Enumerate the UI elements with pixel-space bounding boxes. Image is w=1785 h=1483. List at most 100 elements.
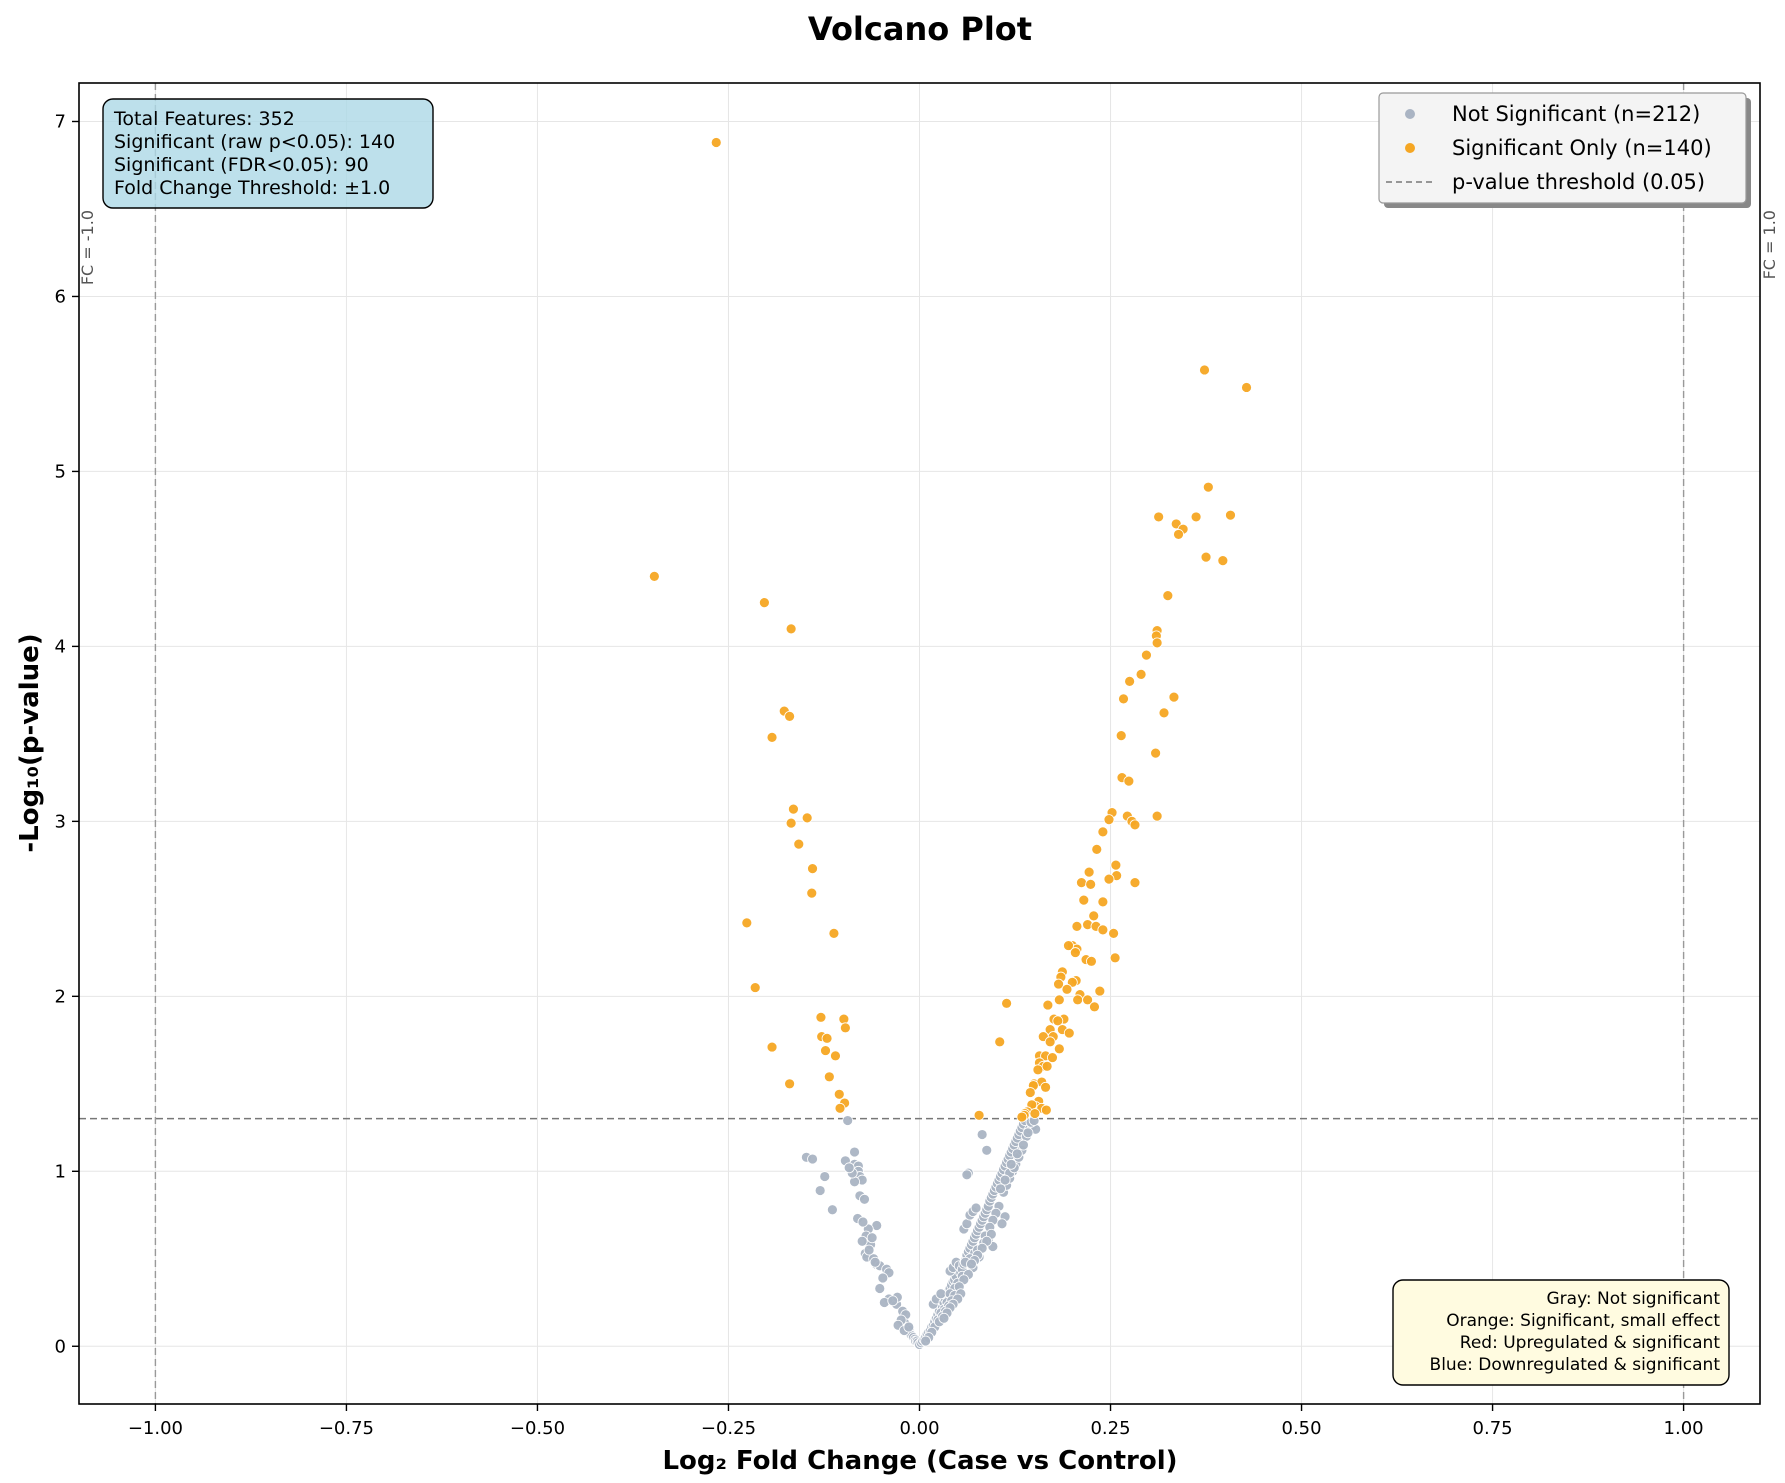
significant-point bbox=[1069, 947, 1081, 958]
significant-point bbox=[1089, 1001, 1100, 1013]
not-significant-point bbox=[814, 1185, 826, 1196]
significant-point bbox=[1173, 529, 1184, 540]
legend-label-not-significant: Not Significant (n=212) bbox=[1452, 102, 1700, 126]
significant-point bbox=[1040, 1081, 1051, 1093]
significant-point bbox=[1153, 511, 1165, 523]
y-tick-label: 6 bbox=[55, 286, 66, 307]
significant-point bbox=[973, 1109, 985, 1121]
grid-lines bbox=[79, 83, 1760, 1404]
significant-point bbox=[1053, 994, 1065, 1006]
not-significant-point bbox=[935, 1288, 947, 1300]
not-significant-point bbox=[938, 1312, 950, 1324]
significant-point bbox=[1063, 1027, 1075, 1039]
y-tick-label: 3 bbox=[55, 811, 66, 832]
significant-point bbox=[1042, 999, 1054, 1011]
significant-point bbox=[1129, 819, 1141, 831]
significant-point bbox=[1016, 1111, 1028, 1123]
significant-point bbox=[1225, 509, 1236, 521]
significant-point bbox=[838, 1013, 850, 1025]
significant-point bbox=[785, 817, 797, 829]
significant-point bbox=[1202, 481, 1214, 493]
significant-point bbox=[1029, 1108, 1041, 1119]
significant-point bbox=[784, 1078, 796, 1090]
y-tick-label: 1 bbox=[55, 1161, 66, 1182]
not-significant-point bbox=[869, 1256, 881, 1268]
significant-point bbox=[994, 1036, 1006, 1048]
significant-point bbox=[820, 1045, 831, 1056]
significant-point bbox=[1190, 511, 1202, 523]
significant-point bbox=[1135, 668, 1147, 680]
y-tick-label: 2 bbox=[55, 986, 66, 1007]
not-significant-point bbox=[857, 1216, 869, 1228]
x-tick-label: −0.75 bbox=[319, 1418, 374, 1439]
significant-point bbox=[1151, 810, 1163, 822]
not-significant-point bbox=[996, 1218, 1008, 1230]
significant-point bbox=[1041, 1060, 1053, 1072]
not-significant-point bbox=[843, 1162, 855, 1174]
not-significant-point bbox=[842, 1115, 854, 1126]
x-tick-label: 0.50 bbox=[1282, 1418, 1322, 1439]
x-axis-title: Log₂ Fold Change (Case vs Control) bbox=[662, 1446, 1177, 1476]
not-significant-point bbox=[970, 1202, 982, 1214]
significant-point bbox=[821, 1032, 833, 1044]
significant-point bbox=[1044, 1036, 1056, 1048]
significant-point bbox=[1063, 940, 1074, 951]
color-note-box: Gray: Not significant Orange: Significan… bbox=[1392, 1279, 1730, 1386]
stats-box-background bbox=[102, 98, 434, 209]
not-significant-point bbox=[849, 1146, 860, 1158]
significant-point bbox=[1032, 1064, 1044, 1076]
significant-point bbox=[1115, 730, 1127, 742]
significant-point bbox=[823, 1071, 835, 1083]
significant-point bbox=[1082, 994, 1093, 1006]
not-significant-point bbox=[920, 1335, 932, 1347]
not-significant-point bbox=[1022, 1127, 1034, 1139]
significant-point bbox=[1129, 877, 1141, 888]
significant-point bbox=[1085, 878, 1097, 890]
not-significant-point bbox=[999, 1174, 1011, 1186]
stats-box: Total Features: 352 Significant (raw p<0… bbox=[102, 98, 434, 209]
significant-point bbox=[1052, 1015, 1064, 1027]
not-significant-point bbox=[856, 1235, 868, 1247]
not-significant-point bbox=[981, 1144, 993, 1156]
stats-total-features: Total Features: 352 bbox=[113, 108, 295, 130]
color-note-red: Red: Upregulated & significant bbox=[1460, 1333, 1721, 1353]
significant-point bbox=[1217, 555, 1229, 567]
threshold-lines bbox=[79, 83, 1760, 1404]
significant-point bbox=[1103, 814, 1115, 826]
significant-point bbox=[1083, 866, 1095, 878]
significant-point bbox=[1072, 994, 1084, 1006]
significant-point bbox=[784, 710, 796, 722]
legend-background bbox=[1378, 92, 1747, 204]
not-significant-point bbox=[976, 1129, 988, 1140]
significant-point bbox=[1040, 1104, 1052, 1116]
significant-point bbox=[833, 1088, 845, 1100]
y-axis-title: -Log₁₀(p-value) bbox=[15, 633, 45, 852]
x-tick-label: 0.25 bbox=[1090, 1418, 1130, 1439]
significant-point bbox=[839, 1022, 851, 1034]
legend-marker-not-significant bbox=[1405, 109, 1415, 119]
not-significant-point bbox=[961, 1169, 973, 1181]
significant-point bbox=[1097, 896, 1109, 908]
significant-point bbox=[1151, 637, 1163, 649]
significant-point bbox=[1118, 693, 1129, 705]
significant-point bbox=[1097, 924, 1109, 936]
not-significant-point bbox=[874, 1283, 886, 1294]
significant-point bbox=[766, 731, 778, 743]
not-significant-point bbox=[866, 1232, 878, 1244]
y-tick-label: 7 bbox=[55, 111, 66, 132]
significant-point bbox=[1061, 983, 1073, 995]
significant-point bbox=[1199, 364, 1210, 376]
significant-point bbox=[1076, 877, 1087, 888]
stats-significant-raw: Significant (raw p<0.05): 140 bbox=[114, 131, 395, 153]
not-significant-point bbox=[1011, 1148, 1023, 1160]
color-note-gray: Gray: Not significant bbox=[1546, 1289, 1720, 1309]
significant-point bbox=[741, 917, 753, 929]
legend-label-significant-only: Significant Only (n=140) bbox=[1452, 136, 1712, 160]
significant-point bbox=[1001, 997, 1013, 1009]
significant-point bbox=[1086, 955, 1097, 967]
x-axis-ticks: −1.00 −0.75 −0.50 −0.25 0.00 0.25 0.50 0.75 1.00 bbox=[128, 1404, 1704, 1439]
color-note-background bbox=[1392, 1279, 1730, 1386]
significant-point bbox=[1124, 675, 1136, 687]
significant-point bbox=[1094, 985, 1106, 997]
significant-point bbox=[766, 1041, 778, 1053]
